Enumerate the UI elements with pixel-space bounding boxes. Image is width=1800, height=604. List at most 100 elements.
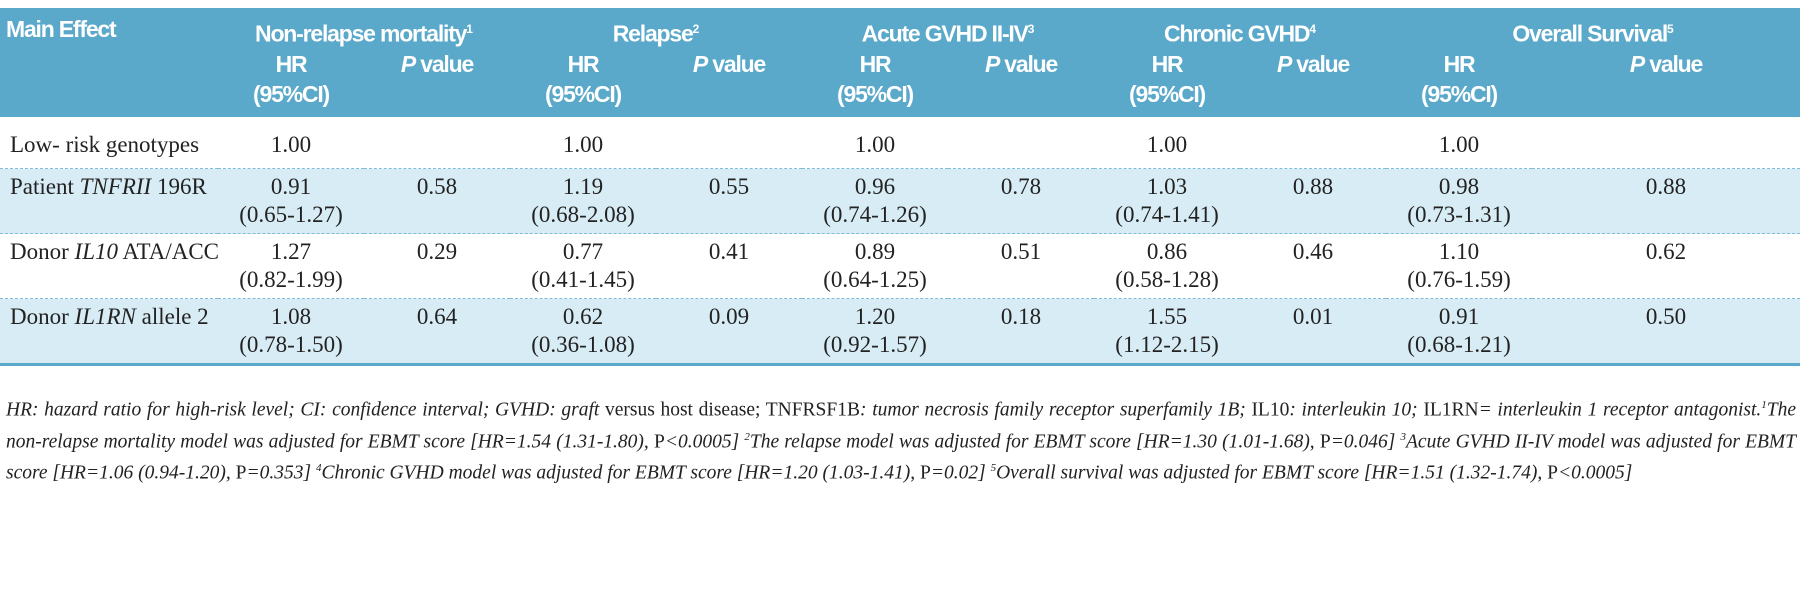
p-value-cell <box>1240 117 1386 169</box>
p-value-header: P value <box>656 49 802 117</box>
p-value-cell: 0.29 <box>416 239 458 265</box>
group-title: Chronic GVHD <box>1164 20 1311 47</box>
p-value-cell: 0.88 <box>1240 168 1387 235</box>
p-value-cell: 0.64 <box>364 298 510 367</box>
hr-cell: 1.00 <box>510 117 656 169</box>
p-italic: P <box>1276 50 1292 77</box>
p-value-cell: 0.09 <box>656 298 803 367</box>
hr-value: 0.91 <box>1438 304 1480 330</box>
group-header: Acute GVHD II-IV3 <box>802 8 1094 49</box>
hr-cell: 1.00 <box>1094 117 1240 169</box>
p-value-cell <box>948 117 1094 169</box>
hr-value: 1.00 <box>562 131 604 157</box>
footnote-text: P <box>919 462 931 484</box>
ci-value: (0.64-1.25) <box>823 267 927 293</box>
hr-value: 1.19 <box>562 174 604 200</box>
hr-cell: 1.08 (0.78-1.50) <box>218 298 364 367</box>
hr-cell: 1.00 <box>218 117 364 169</box>
hr-header: HR (95%CI) <box>253 50 330 107</box>
p-value-cell: 0.01 <box>1240 298 1387 367</box>
footnote-marker: 4 <box>1309 22 1317 36</box>
hr-value: 1.00 <box>270 131 312 157</box>
hr-value: 0.86 <box>1146 239 1188 265</box>
footnote-marker: 1 <box>1761 399 1767 411</box>
footnote-text: Overall survival was adjusted for EBMT s… <box>996 462 1548 484</box>
p-value-cell: 0.18 <box>948 298 1095 367</box>
hr-cell: 0.62 (0.36-1.08) <box>510 298 656 367</box>
group-header: Overall Survival5 <box>1386 8 1800 49</box>
hr-cell: 1.27 (0.82-1.99) <box>218 234 364 299</box>
hr-header: HR (95%CI) <box>1129 50 1206 107</box>
p-rest: value <box>707 50 766 77</box>
ci-value: (0.78-1.50) <box>239 332 343 358</box>
footnote-marker: 2 <box>744 430 750 443</box>
ci-value: (0.68-2.08) <box>531 202 635 228</box>
hr-header: HR (95%CI) <box>545 50 622 107</box>
hr-cell: 1.03 (0.74-1.41) <box>1094 168 1241 235</box>
hr-header: HR (95%CI) <box>837 50 914 107</box>
p-value-cell: 0.50 <box>1532 298 1800 367</box>
hr-cell: 1.00 <box>802 117 948 169</box>
footnote-text: Chronic GVHD model was adjusted for EBMT… <box>321 462 920 484</box>
p-value-header: P value <box>948 49 1094 117</box>
hr-value: 1.20 <box>854 304 896 330</box>
footnote-text: <0.0005] <box>664 431 745 452</box>
group-header: Relapse2 <box>510 8 802 49</box>
hr-value: 0.77 <box>562 239 604 265</box>
hr-value: 0.96 <box>854 174 896 200</box>
p-value-cell: 0.51 <box>1000 239 1042 265</box>
hr-value: 1.00 <box>1438 131 1480 157</box>
hr-cell: 0.77 (0.41-1.45) <box>510 234 656 299</box>
label-text: Donor <box>10 239 75 265</box>
ci-value: (0.36-1.08) <box>531 332 635 358</box>
group-title: Acute GVHD II-IV <box>861 20 1029 47</box>
table-footnote: HR: hazard ratio for high-risk level; CI… <box>6 392 1796 487</box>
hr-cell: 0.96 (0.74-1.26) <box>802 168 949 235</box>
footnote-text: The non-relapse mortality model was adju… <box>6 399 1796 453</box>
footnote-text: The relapse model was adjusted for EBMT … <box>749 431 1320 452</box>
results-table: Main Effect Non-relapse mortality1 Relaps… <box>0 8 1800 367</box>
label-text: 196R <box>151 174 207 200</box>
p-value-header: P value <box>1532 49 1800 117</box>
gene-name: IL10 <box>74 239 118 265</box>
hr-value: 0.98 <box>1438 174 1480 200</box>
group-header: Chronic GVHD4 <box>1094 8 1386 49</box>
gene-name: IL1RN <box>74 304 136 330</box>
p-italic: P <box>400 50 416 77</box>
footnote-marker: 5 <box>990 462 997 474</box>
p-rest: value <box>415 50 474 77</box>
footnote-text: IL10 <box>1251 399 1290 421</box>
hr-cell: 0.89 (0.64-1.25) <box>802 234 948 299</box>
hr-header: HR (95%CI) <box>1421 50 1498 107</box>
footnote-text: <0.0005] <box>1557 462 1633 484</box>
hr-value: 1.00 <box>854 131 896 157</box>
hr-value: 1.00 <box>1146 131 1188 157</box>
hr-value: 1.03 <box>1146 174 1188 200</box>
ci-value: (0.74-1.41) <box>1115 202 1219 228</box>
hr-value: 0.91 <box>270 174 312 200</box>
group-title: Overall Survival <box>1512 20 1668 47</box>
ci-value: (0.92-1.57) <box>823 332 927 358</box>
ci-value: (0.82-1.99) <box>239 267 343 293</box>
group-title: Non-relapse mortality <box>255 20 467 47</box>
p-value-cell <box>1532 117 1800 169</box>
p-value-header: P value <box>1240 49 1386 117</box>
table-row: Patient TNFRII 196R 0.91 (0.65-1.27) 0.58 1.… <box>0 168 1800 235</box>
ci-value: (0.73-1.31) <box>1407 202 1511 228</box>
label-text: ATA/ACC <box>117 239 220 265</box>
hr-cell: 1.10 (0.76-1.59) <box>1386 234 1532 299</box>
row-label: Low- risk genotypes <box>0 117 218 169</box>
footnote-text: = interleukin 1 receptor antagonist. <box>1478 399 1762 421</box>
footnote-text: HR: hazard ratio for high-risk level; CI… <box>6 399 605 421</box>
main-effect-header: Main Effect <box>6 16 117 42</box>
label-text: Patient <box>10 174 80 200</box>
footnote-marker: 3 <box>1027 22 1035 36</box>
p-value-cell: 0.41 <box>708 239 750 265</box>
hr-value: 1.27 <box>270 239 312 265</box>
label-text: Low- risk genotypes <box>10 131 200 157</box>
p-value-cell: 0.55 <box>656 168 803 235</box>
table-row: Low- risk genotypes 1.00 1.00 1.00 1.00 1.00 <box>0 117 1800 169</box>
table-header: Main Effect Non-relapse mortality1 Relaps… <box>0 8 1800 117</box>
p-italic: P <box>984 50 1000 77</box>
row-label: Donor IL10 ATA/ACC <box>0 234 220 299</box>
